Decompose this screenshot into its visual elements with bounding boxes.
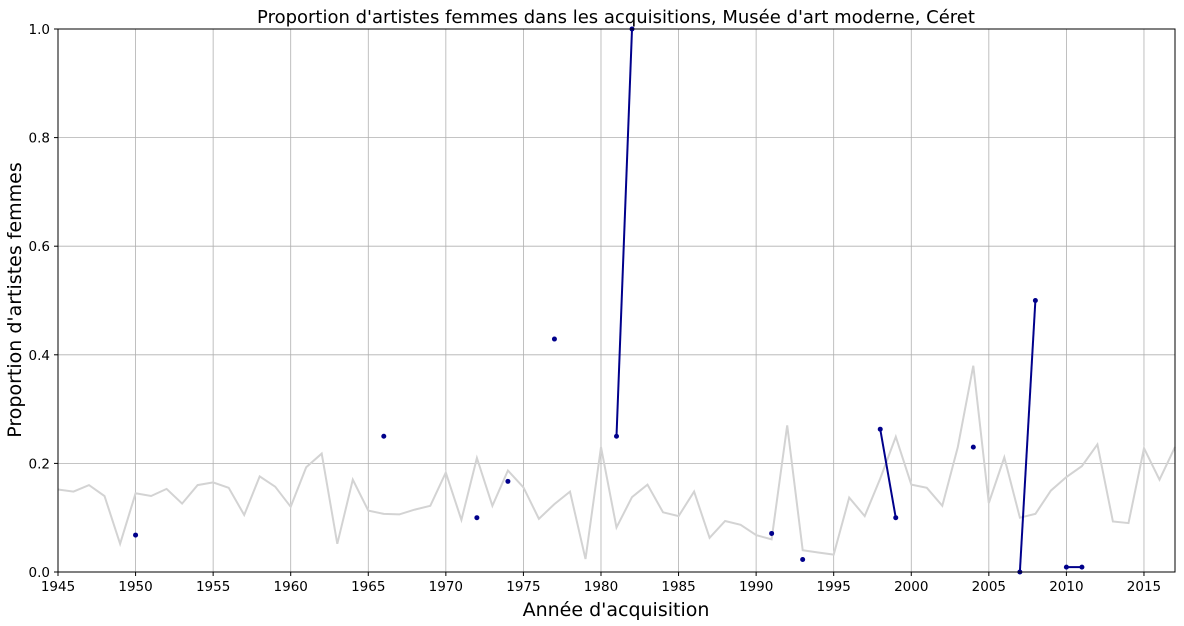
series-layer bbox=[57, 26, 1176, 575]
series-museum-point bbox=[474, 515, 480, 521]
series-museum-point bbox=[133, 532, 139, 538]
y-tick-label: 1.0 bbox=[29, 22, 50, 38]
x-tick-label: 1945 bbox=[41, 579, 75, 595]
series-museum-point bbox=[614, 433, 619, 439]
ticks: 1945 1950 1955 1960 1965 1970 1975 1980 1985 1990… bbox=[29, 22, 1162, 595]
y-axis-title: Proportion d'artistes femmes bbox=[4, 162, 26, 438]
series-museum-point bbox=[1063, 564, 1069, 570]
y-tick-label: 0.8 bbox=[29, 131, 50, 147]
series-museum-point bbox=[800, 557, 806, 563]
series-museum-point bbox=[970, 444, 976, 450]
x-axis-title: Année d'acquisition bbox=[523, 599, 710, 621]
series-museum-segment bbox=[879, 429, 897, 518]
x-tick-label: 1950 bbox=[118, 579, 152, 595]
x-tick-label: 1965 bbox=[351, 579, 385, 595]
series-museum-point bbox=[769, 530, 775, 536]
x-tick-label: 1985 bbox=[661, 579, 695, 595]
x-tick-label: 2010 bbox=[1049, 579, 1083, 595]
chart-title: Proportion d'artistes femmes dans les ac… bbox=[257, 7, 975, 28]
series-museum-point bbox=[505, 478, 511, 484]
series-museum-point bbox=[1079, 564, 1085, 570]
y-tick-label: 0.6 bbox=[29, 239, 50, 255]
grid bbox=[57, 28, 1175, 573]
x-tick-label: 1980 bbox=[584, 579, 618, 595]
y-tick-label: 0.2 bbox=[29, 456, 50, 472]
series-reference-line bbox=[57, 365, 1176, 560]
x-tick-label: 1955 bbox=[196, 579, 230, 595]
series-museum-point bbox=[893, 515, 899, 521]
y-tick-label: 0.4 bbox=[29, 348, 50, 364]
x-tick-label: 1975 bbox=[506, 579, 540, 595]
x-tick-label: 2005 bbox=[972, 579, 1006, 595]
x-tick-label: 1995 bbox=[817, 579, 851, 595]
series-museum-segment bbox=[615, 28, 634, 437]
series-museum-point bbox=[1032, 298, 1038, 303]
y-tick-label: 0.0 bbox=[29, 565, 50, 581]
series-museum-segment bbox=[1018, 300, 1037, 573]
x-tick-label: 1970 bbox=[429, 579, 463, 595]
series-museum-point bbox=[877, 426, 883, 432]
x-tick-label: 2000 bbox=[894, 579, 928, 595]
x-tick-label: 1960 bbox=[274, 579, 308, 595]
x-tick-label: 2015 bbox=[1127, 579, 1161, 595]
series-museum-point bbox=[551, 336, 557, 342]
x-tick-label: 1990 bbox=[739, 579, 773, 595]
plot-frame bbox=[57, 28, 1176, 573]
series-museum-point bbox=[381, 433, 387, 439]
